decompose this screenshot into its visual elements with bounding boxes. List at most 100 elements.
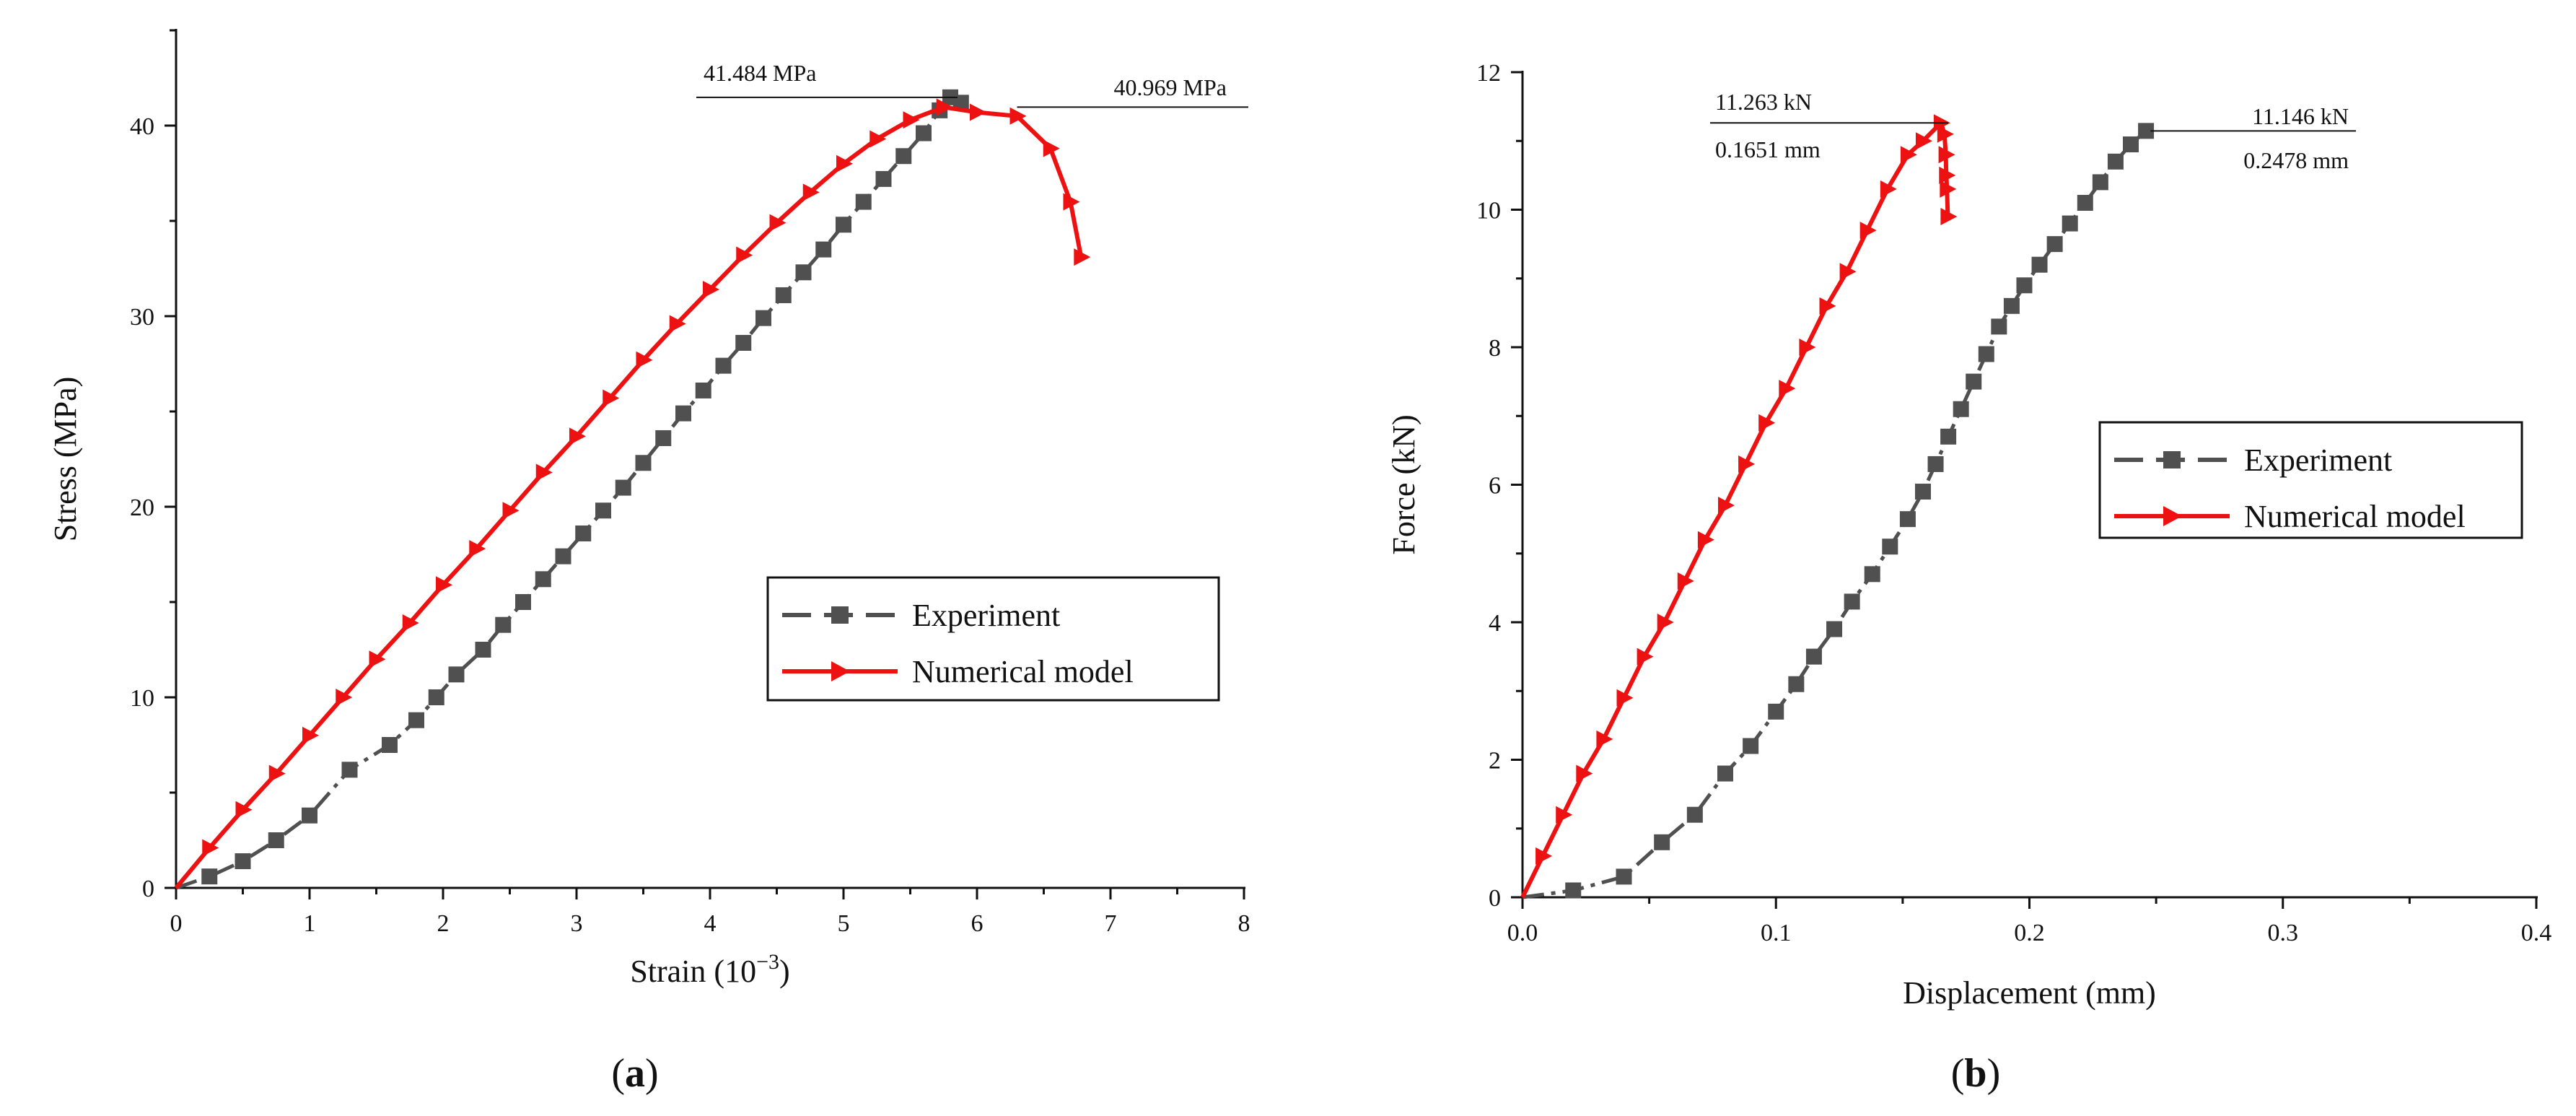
data-point-experiment <box>1826 621 1843 637</box>
data-point-numerical-model <box>1938 146 1955 164</box>
data-point-numerical-model <box>336 689 353 706</box>
annotation-value-label: 11.263 kN <box>1715 89 1812 115</box>
data-point-experiment <box>575 525 592 541</box>
data-point-experiment <box>635 455 652 471</box>
data-point-numerical-model <box>1940 208 1958 226</box>
data-point-experiment <box>1844 593 1860 610</box>
data-point-experiment <box>1864 566 1880 583</box>
data-point-experiment <box>2031 256 2048 273</box>
data-point-numerical-model <box>1718 497 1735 515</box>
x-tick-label: 0.4 <box>2521 920 2552 946</box>
panel-a-stress-strain-chart: 0 1 2 3 4 5 6 7 8 0 10 20 30 40 Strain (10−3) Stress (M… <box>48 29 1250 1096</box>
data-point-numerical-model <box>235 801 253 819</box>
data-point-numerical-model <box>1799 339 1816 356</box>
data-point-numerical-model <box>802 183 820 201</box>
panel-label-open: ( <box>611 1051 625 1096</box>
data-point-numerical-model <box>703 281 719 299</box>
data-point-numerical-model <box>1697 531 1714 549</box>
y-tick-label: 20 <box>130 494 154 521</box>
data-point-experiment <box>235 853 251 870</box>
data-point-numerical-model <box>369 650 386 668</box>
series-line-numerical-model <box>1520 121 1950 899</box>
panel-label: (a) <box>611 1051 658 1096</box>
y-tick-label: 0 <box>1489 885 1501 912</box>
data-point-experiment <box>675 405 691 422</box>
y-tick-label: 10 <box>1476 198 1501 224</box>
data-point-experiment <box>916 125 932 141</box>
data-point-experiment <box>515 594 531 610</box>
data-point-experiment <box>1805 648 1822 665</box>
data-point-experiment <box>302 807 317 824</box>
data-point-experiment <box>2123 136 2139 153</box>
data-point-numerical-model <box>1043 139 1060 157</box>
x-tick-label: 0.0 <box>1507 920 1538 946</box>
y-tick-label: 10 <box>130 685 154 712</box>
data-point-experiment <box>2077 194 2093 211</box>
data-point-numerical-model <box>1637 648 1654 666</box>
legend-marker-square <box>831 606 849 624</box>
data-point-numerical-model <box>903 111 920 129</box>
panel-b-force-displacement-chart: 0.0 0.1 0.2 0.3 0.4 0 2 4 6 8 10 12 Displacement (mm… <box>1386 60 2551 1096</box>
data-point-experiment <box>775 287 792 303</box>
data-point-numerical-model <box>736 246 753 264</box>
data-point-numerical-model <box>202 839 219 857</box>
data-point-experiment <box>1940 428 1957 445</box>
data-point-numerical-model <box>869 130 887 148</box>
panel-label: (b) <box>1951 1051 2000 1096</box>
data-point-numerical-model <box>1074 248 1091 266</box>
data-point-numerical-model <box>502 502 520 520</box>
data-point-experiment <box>1616 868 1632 885</box>
x-tick-label: 0.3 <box>2268 920 2299 946</box>
data-point-numerical-model <box>936 98 953 116</box>
data-point-experiment <box>1882 539 1898 555</box>
data-point-numerical-model <box>1900 146 1917 164</box>
data-point-experiment <box>428 689 444 705</box>
data-point-numerical-model <box>302 726 319 744</box>
data-point-experiment <box>475 642 491 658</box>
data-point-numerical-model <box>1915 132 1932 150</box>
data-point-experiment <box>615 479 631 496</box>
data-point-numerical-model <box>1738 455 1756 473</box>
data-point-experiment <box>1953 401 1969 417</box>
x-tick-label: 8 <box>1238 910 1250 937</box>
data-point-numerical-model <box>1940 180 1957 198</box>
annotation-position-label: 0.1651 mm <box>1715 136 1821 162</box>
data-point-numerical-model <box>1556 806 1573 824</box>
data-point-numerical-model <box>1937 125 1954 143</box>
data-point-numerical-model <box>669 315 686 333</box>
data-point-experiment <box>1768 703 1784 720</box>
data-point-experiment <box>382 737 398 753</box>
data-point-numerical-model <box>436 576 452 594</box>
legend-label: Numerical model <box>2244 499 2466 534</box>
data-point-experiment <box>595 502 611 519</box>
data-point-numerical-model <box>1616 689 1634 707</box>
legend-marker-triangle <box>831 661 850 681</box>
data-point-experiment <box>1686 806 1703 823</box>
data-point-numerical-model <box>1880 180 1897 198</box>
data-point-numerical-model <box>1063 193 1080 211</box>
data-point-experiment <box>1978 346 1994 362</box>
y-tick-label: 40 <box>130 113 154 140</box>
data-point-numerical-model <box>1779 380 1796 398</box>
y-tick-label: 6 <box>1489 473 1501 500</box>
y-tick-label: 0 <box>142 876 154 902</box>
data-point-experiment <box>201 868 218 885</box>
data-point-numerical-model <box>636 351 653 369</box>
y-tick-label: 4 <box>1489 610 1501 637</box>
x-tick-label: 6 <box>971 910 983 937</box>
data-point-experiment <box>836 217 851 233</box>
data-point-numerical-model <box>1758 414 1776 432</box>
legend: Experiment Numerical model <box>2098 421 2523 539</box>
data-point-numerical-model <box>1677 572 1694 590</box>
data-point-experiment <box>952 95 969 111</box>
data-point-experiment <box>2062 215 2078 232</box>
data-point-experiment <box>1991 318 2007 335</box>
x-tick-label: 1 <box>304 910 316 937</box>
annotation-value-label: 40.969 MPa <box>1114 74 1227 100</box>
y-axis-title: Stress (MPa) <box>48 377 83 542</box>
annotation-value-label: 41.484 MPa <box>704 60 816 86</box>
data-point-experiment <box>448 666 465 683</box>
x-tick-label: 0.2 <box>2014 920 2045 946</box>
data-point-numerical-model <box>268 764 286 782</box>
data-point-experiment <box>2138 123 2155 139</box>
